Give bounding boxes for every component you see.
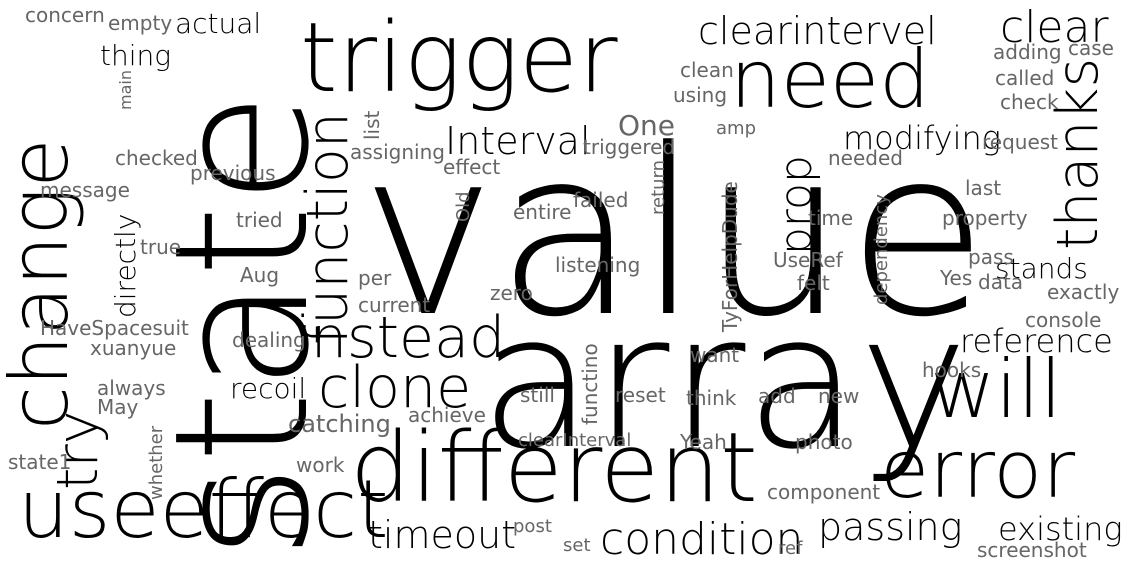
word-need: need xyxy=(730,33,930,126)
word-clearInterval: clearInterval xyxy=(518,430,632,451)
word-screenshot: screenshot xyxy=(977,538,1087,562)
word-dealing: dealing xyxy=(232,328,306,352)
word-needed: needed xyxy=(828,146,903,170)
word-clean: clean xyxy=(680,58,734,82)
word-condition: condition xyxy=(600,514,804,565)
word-reset: reset xyxy=(615,383,666,407)
word-Yeah: Yeah xyxy=(680,430,727,454)
word-One: One xyxy=(618,109,676,142)
word-time: time xyxy=(808,206,854,230)
word-adding: adding xyxy=(993,40,1062,64)
word-array: array xyxy=(480,274,969,490)
word-think: think xyxy=(686,386,737,410)
word-value: value xyxy=(360,101,989,368)
word-catching: catching xyxy=(288,410,391,438)
word-ref: ref xyxy=(778,538,803,559)
word-existing: existing xyxy=(998,510,1123,548)
word-post: post xyxy=(513,516,552,537)
word-different: different xyxy=(350,412,758,524)
word-true: true xyxy=(140,235,182,259)
word-request: request xyxy=(982,130,1059,154)
word-data: data xyxy=(978,270,1024,294)
word-thanks: thanks xyxy=(1045,57,1111,250)
word-called: called xyxy=(995,66,1055,90)
word-effect: effect xyxy=(443,155,501,179)
word-new: new xyxy=(818,384,860,408)
word-function: function xyxy=(295,112,361,345)
word-stands: stands xyxy=(995,252,1088,285)
word-work: work xyxy=(296,453,345,477)
word-achieve: achieve xyxy=(408,403,486,427)
word-per: per xyxy=(358,266,392,290)
word-want: want xyxy=(690,343,740,367)
word-entire: entire xyxy=(513,200,572,224)
word-instead: instead xyxy=(295,305,506,371)
word-functino: functino xyxy=(578,343,602,425)
word-failed: failed xyxy=(573,188,629,212)
word-May: May xyxy=(97,395,139,419)
word-error: error xyxy=(880,423,1076,516)
word-hooks: hooks xyxy=(922,358,982,382)
word-photo: photo xyxy=(795,430,853,454)
word-pass: pass xyxy=(968,245,1014,269)
word-felt: felt xyxy=(797,271,830,295)
word-property: property xyxy=(942,206,1028,230)
word-component: component xyxy=(767,480,881,504)
word-whether: whether xyxy=(146,425,167,500)
word-amp: amp xyxy=(716,118,756,139)
word-Yes: Yes xyxy=(940,266,973,290)
word-clear: clear xyxy=(1000,2,1109,53)
word-clone: clone xyxy=(318,355,472,421)
word-clearintervel: clearintervel xyxy=(698,9,937,53)
word-return: return xyxy=(648,159,669,215)
word-passing: passing xyxy=(818,505,963,549)
word-case: case xyxy=(1068,36,1114,60)
word-xuanyue: xuanyue xyxy=(90,336,177,360)
word-trigger: trigger xyxy=(300,2,618,114)
word-UseRef: UseRef xyxy=(773,248,843,272)
word-tried: tried xyxy=(236,208,283,232)
word-always: always xyxy=(97,376,166,400)
word-recoil: recoil xyxy=(230,372,307,405)
word-message: message xyxy=(40,178,130,202)
word-using: using xyxy=(673,83,728,107)
word-main: main xyxy=(116,70,135,110)
word-previous: previous xyxy=(190,161,276,185)
word-directly: directly xyxy=(109,213,142,318)
word-triggered: triggered xyxy=(583,135,676,159)
word-actual: actual xyxy=(175,7,262,40)
word-console: console xyxy=(1025,308,1102,332)
word-useeffect: useeffect xyxy=(18,463,389,556)
word-timeout: timeout xyxy=(368,513,517,557)
word-state1: state1 xyxy=(8,450,72,474)
word-Aug: Aug xyxy=(240,263,280,287)
word-Interval: Interval xyxy=(445,119,591,163)
word-HaveSpacesuit: HaveSpacesuit xyxy=(40,316,189,340)
word-reference: reference xyxy=(960,322,1113,360)
word-TyForHelpDude: TyForHelpDude xyxy=(718,181,742,332)
word-Old: Old xyxy=(453,191,474,222)
word-last: last xyxy=(965,176,1002,200)
word-check: check xyxy=(1000,90,1059,114)
word-listening: listening xyxy=(555,253,641,277)
word-still: still xyxy=(520,383,555,407)
word-will: will xyxy=(930,343,1063,436)
word-set: set xyxy=(563,535,591,556)
word-checked: checked xyxy=(115,146,198,170)
word-thing: thing xyxy=(100,39,172,72)
word-add: add xyxy=(758,384,796,408)
word-exactly: exactly xyxy=(1047,280,1120,304)
word-dependency: dependency xyxy=(871,194,892,305)
word-assigning: assigning xyxy=(350,140,445,164)
word-empty: empty xyxy=(108,11,173,35)
word-current: current xyxy=(358,293,431,317)
word-concern: concern xyxy=(25,3,105,27)
word-zero: zero xyxy=(490,281,533,305)
word-modifying: modifying xyxy=(843,119,1001,157)
word-list: list xyxy=(360,110,384,140)
